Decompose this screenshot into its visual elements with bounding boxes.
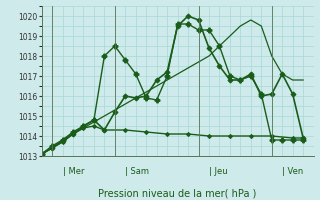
Text: | Mer: | Mer bbox=[62, 167, 84, 176]
Text: Pression niveau de la mer( hPa ): Pression niveau de la mer( hPa ) bbox=[99, 189, 257, 199]
Text: | Jeu: | Jeu bbox=[209, 167, 228, 176]
Text: | Ven: | Ven bbox=[282, 167, 303, 176]
Text: | Sam: | Sam bbox=[125, 167, 149, 176]
